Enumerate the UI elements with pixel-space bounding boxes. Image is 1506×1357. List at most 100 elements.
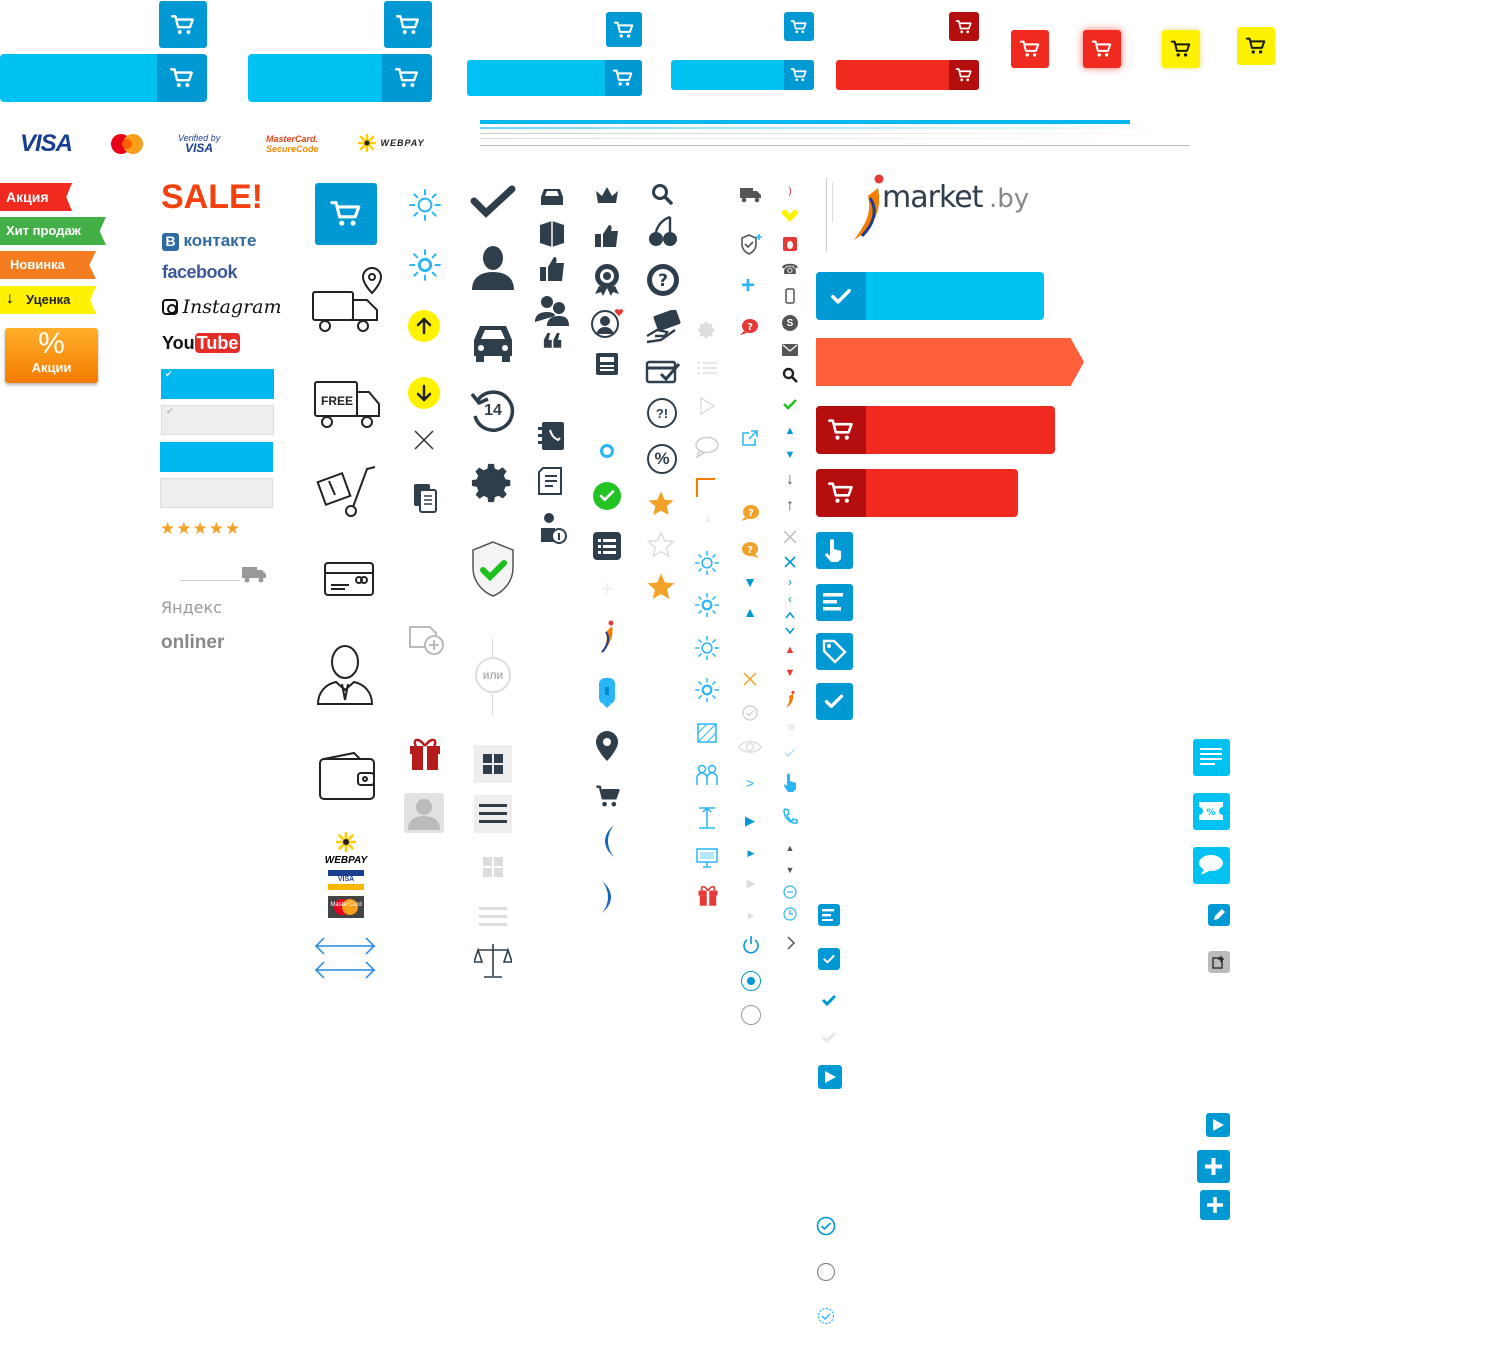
check-faint-icon[interactable] bbox=[818, 1027, 840, 1047]
jmarket-logo[interactable]: market .by bbox=[852, 172, 1032, 242]
bar-inactive[interactable] bbox=[160, 478, 273, 508]
search-icon[interactable] bbox=[648, 180, 676, 208]
play-faint-small-icon[interactable]: ▶ bbox=[747, 910, 755, 920]
chevron-up-icon[interactable] bbox=[782, 608, 798, 622]
cart-icon[interactable] bbox=[594, 782, 622, 810]
yandex-logo[interactable]: Яндекс bbox=[161, 598, 222, 617]
caret-down-red-icon[interactable]: ▼ bbox=[784, 667, 796, 679]
list-view-inactive-button[interactable] bbox=[474, 898, 512, 936]
gear-icon[interactable] bbox=[697, 320, 717, 340]
close-icon[interactable] bbox=[781, 528, 799, 546]
radio-unchecked-icon[interactable] bbox=[815, 1261, 837, 1283]
add-document-button[interactable] bbox=[1208, 951, 1230, 973]
caret-up-icon[interactable]: ▲ bbox=[743, 604, 757, 620]
add-to-cart-wide-button[interactable] bbox=[671, 60, 814, 90]
description-button[interactable] bbox=[816, 584, 853, 621]
play-faint-icon[interactable]: ▶ bbox=[746, 876, 756, 890]
star-icon[interactable] bbox=[646, 489, 676, 519]
document-button[interactable] bbox=[1193, 739, 1230, 776]
help-gear-icon[interactable]: ? bbox=[645, 262, 681, 298]
help-bubble-icon[interactable]: ? bbox=[740, 504, 760, 522]
add-to-cart-red-button[interactable] bbox=[836, 60, 979, 90]
power-icon[interactable] bbox=[740, 934, 762, 956]
mail-icon[interactable] bbox=[781, 343, 799, 357]
external-link-icon[interactable] bbox=[740, 428, 760, 448]
edit-button[interactable] bbox=[1208, 904, 1230, 926]
check-icon[interactable] bbox=[818, 990, 840, 1010]
akcii-button[interactable]: % Акции bbox=[5, 328, 98, 383]
tap-button[interactable] bbox=[816, 532, 853, 569]
star-empty-icon[interactable] bbox=[646, 530, 676, 560]
close-icon[interactable] bbox=[741, 670, 759, 688]
grid-view-button[interactable] bbox=[474, 745, 512, 783]
tag-button[interactable] bbox=[816, 633, 853, 670]
scales-compare-icon[interactable] bbox=[474, 942, 512, 980]
check-circle-icon[interactable] bbox=[815, 1215, 837, 1237]
cart-button-red-glow[interactable] bbox=[1083, 30, 1121, 68]
chevron-left-icon[interactable] bbox=[596, 822, 620, 860]
arrow-down-icon[interactable]: ↓ bbox=[786, 471, 794, 488]
plus-icon[interactable]: + bbox=[740, 272, 755, 299]
cart-button-yellow[interactable] bbox=[1162, 30, 1200, 68]
bar-active[interactable] bbox=[160, 442, 273, 472]
gear-icon[interactable] bbox=[470, 460, 516, 506]
add-to-cart-red-wide-button[interactable] bbox=[816, 406, 1055, 454]
radio-unchecked-icon[interactable] bbox=[741, 1005, 761, 1025]
eye-icon[interactable] bbox=[738, 738, 762, 756]
banner-arrow-orange[interactable] bbox=[816, 338, 1084, 386]
caret-up-icon[interactable]: ▲ bbox=[784, 425, 796, 437]
instagram-logo[interactable]: Instagram bbox=[162, 296, 282, 318]
chevron-down-icon[interactable] bbox=[782, 624, 798, 638]
checkbox-unchecked-bar[interactable]: ✔ bbox=[161, 405, 274, 435]
play-icon[interactable]: ▶ bbox=[745, 813, 755, 828]
caret-down-icon[interactable]: ▼ bbox=[785, 865, 795, 875]
close-icon[interactable] bbox=[781, 553, 799, 571]
check-circle-dotted-icon[interactable] bbox=[815, 1305, 837, 1327]
close-icon[interactable] bbox=[412, 428, 436, 452]
copy-icon[interactable] bbox=[412, 482, 438, 514]
chevron-right-icon[interactable] bbox=[783, 934, 799, 952]
add-to-cart-wide-button[interactable] bbox=[248, 54, 432, 102]
chevron-right-icon[interactable]: > bbox=[745, 775, 755, 791]
minus-circle-icon[interactable] bbox=[782, 884, 798, 900]
cart-button-square[interactable] bbox=[159, 1, 207, 48]
caret-up-red-icon[interactable]: ▲ bbox=[784, 644, 796, 656]
arrow-up-icon[interactable] bbox=[408, 310, 440, 342]
cart-button-large[interactable] bbox=[315, 183, 377, 245]
play-button[interactable] bbox=[1206, 1113, 1230, 1137]
list-view-button[interactable] bbox=[474, 795, 512, 833]
chat-button[interactable] bbox=[1193, 847, 1230, 884]
chevron-right-icon[interactable]: › bbox=[788, 575, 792, 589]
cart-button-square[interactable] bbox=[784, 12, 814, 41]
checkbox-checked-button[interactable] bbox=[816, 683, 853, 720]
chevron-left-icon[interactable]: ‹ bbox=[788, 592, 792, 606]
add-button[interactable] bbox=[1197, 1150, 1230, 1183]
radio-dot-icon[interactable] bbox=[600, 444, 614, 458]
checkbox-wide-checked[interactable] bbox=[816, 272, 1044, 320]
caret-down-icon[interactable]: ▼ bbox=[784, 449, 796, 461]
play-small-icon[interactable]: ▶ bbox=[747, 847, 755, 858]
discount-ticket-button[interactable]: % bbox=[1193, 793, 1230, 830]
cart-button-yellow[interactable] bbox=[1237, 27, 1275, 65]
search-icon[interactable] bbox=[780, 366, 800, 384]
add-to-cart-wide-button[interactable] bbox=[467, 60, 642, 96]
cart-button-square-red[interactable] bbox=[949, 12, 979, 41]
skype-icon[interactable]: S bbox=[782, 315, 798, 331]
star-icon[interactable] bbox=[645, 571, 677, 603]
checkbox-checked[interactable] bbox=[818, 948, 840, 970]
arrow-down-icon[interactable] bbox=[408, 377, 440, 409]
cart-button-square[interactable] bbox=[384, 1, 432, 48]
facebook-logo[interactable]: facebook bbox=[162, 262, 238, 282]
add-button[interactable] bbox=[1200, 1190, 1230, 1220]
play-faint-icon[interactable] bbox=[698, 396, 716, 416]
radio-checked-icon[interactable] bbox=[741, 971, 761, 991]
checkbox-checked-bar[interactable]: ✔ bbox=[161, 369, 274, 399]
cart-button-red[interactable] bbox=[1011, 30, 1049, 68]
cart-button-square[interactable] bbox=[606, 12, 642, 47]
description-small-button[interactable] bbox=[818, 904, 840, 926]
add-to-cart-red-wide-button[interactable] bbox=[816, 469, 1018, 517]
chevron-right-icon[interactable] bbox=[596, 878, 620, 916]
vk-logo[interactable]: В контакте bbox=[162, 231, 256, 251]
youtube-logo[interactable]: You Tube bbox=[162, 333, 241, 353]
add-to-cart-wide-button[interactable] bbox=[0, 54, 207, 102]
